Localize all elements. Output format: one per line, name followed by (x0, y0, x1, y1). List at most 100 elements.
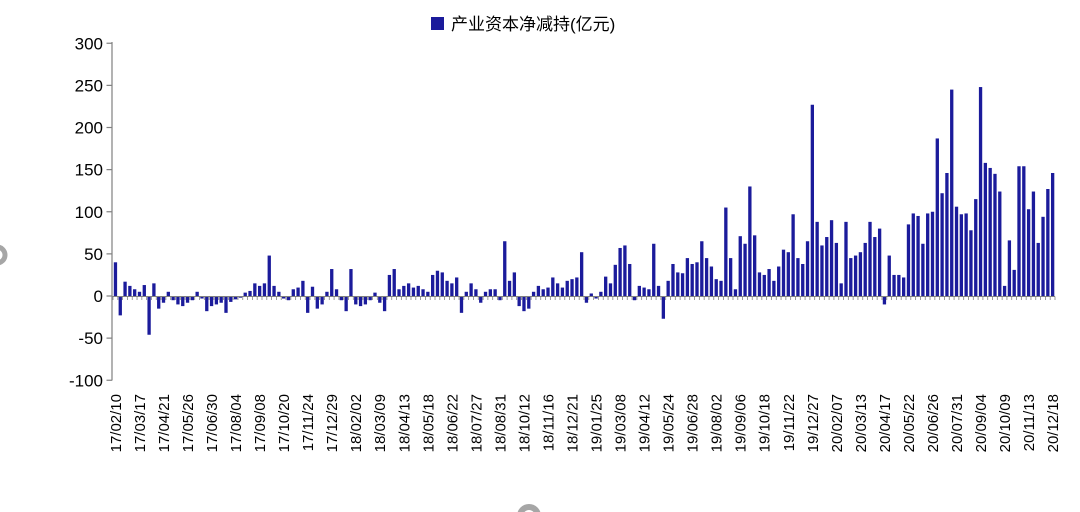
bar (892, 274, 896, 296)
bar (825, 237, 829, 297)
bar (911, 213, 915, 296)
bar (339, 296, 343, 301)
bar (1046, 189, 1050, 296)
x-tick-label: 20/09/04 (973, 394, 990, 452)
x-tick-label: 18/12/21 (564, 394, 581, 452)
bar (161, 296, 166, 303)
y-axis: 300 250 200 150 100 50 0 -50 -100 (69, 34, 113, 390)
bar (368, 296, 372, 301)
x-tick-label: 19/06/28 (685, 394, 702, 452)
x-tick-label: 17/05/26 (180, 394, 197, 452)
bar (637, 285, 641, 296)
bar (704, 258, 709, 296)
x-tick-label: 19/08/02 (709, 394, 726, 452)
bar (344, 296, 348, 312)
bar (464, 291, 468, 296)
bar (517, 296, 521, 307)
bar (469, 283, 473, 296)
bar (406, 283, 411, 296)
bar (767, 269, 771, 296)
bar (349, 269, 353, 296)
bar (700, 241, 704, 296)
bar (974, 199, 978, 296)
bar (181, 296, 185, 307)
y-tick-label: 100 (75, 203, 103, 222)
bar (459, 296, 464, 313)
bar (978, 87, 983, 296)
x-tick-label: 19/12/27 (805, 394, 822, 452)
x-tick-label: 18/06/22 (444, 394, 461, 452)
bar (233, 296, 238, 300)
bar (310, 286, 315, 296)
bar (363, 296, 368, 305)
x-tick-label: 20/06/26 (925, 394, 942, 452)
bar (781, 249, 786, 296)
bar (877, 228, 882, 296)
bar (555, 283, 560, 296)
bar (584, 296, 589, 303)
y-tick-label: -50 (78, 329, 103, 348)
bar (522, 296, 526, 312)
bar (378, 296, 382, 303)
bar (873, 237, 877, 297)
bar (829, 220, 834, 297)
bar (748, 186, 752, 296)
bar (959, 214, 963, 296)
bar (479, 296, 483, 303)
bar (666, 280, 670, 296)
bar (632, 296, 637, 301)
bar (594, 296, 598, 299)
bar (786, 252, 790, 296)
bar (940, 193, 944, 296)
bar (214, 296, 219, 305)
x-tick-label: 20/03/13 (853, 394, 870, 452)
bar (1041, 216, 1045, 297)
bar (157, 296, 161, 309)
x-tick-label: 17/04/21 (156, 394, 173, 452)
x-tick-label: 20/05/22 (901, 394, 918, 452)
bar (267, 255, 271, 296)
x-tick-label: 20/04/17 (877, 394, 894, 452)
x-tick-label: 17/09/08 (252, 394, 269, 452)
bar (426, 291, 430, 296)
bar (219, 296, 223, 303)
x-tick-label: 17/10/20 (276, 394, 293, 452)
x-tick-label: 17/06/30 (204, 394, 221, 452)
bar (551, 277, 555, 296)
bar (483, 291, 488, 296)
bar (272, 285, 276, 296)
bar (118, 296, 122, 316)
bar (306, 296, 310, 313)
bar (1002, 285, 1007, 296)
bar (205, 296, 209, 312)
bar (743, 243, 747, 296)
bar (282, 296, 286, 299)
bar (262, 283, 267, 296)
bar (474, 289, 478, 296)
bar (190, 296, 195, 301)
bar (296, 287, 300, 296)
bar (671, 263, 675, 297)
bar (512, 272, 517, 296)
bar (1026, 209, 1031, 296)
bar (171, 296, 175, 301)
bar (301, 280, 305, 296)
bar (680, 273, 685, 296)
bar (1031, 191, 1036, 296)
bar (589, 293, 593, 296)
bar (450, 283, 454, 296)
bar (315, 296, 319, 309)
bar (757, 272, 762, 296)
bar (445, 280, 449, 296)
watermark-arc-left (0, 244, 8, 266)
bar (392, 269, 396, 296)
bar (435, 270, 440, 297)
x-tick-label: 19/04/12 (637, 394, 654, 452)
bar (531, 291, 536, 296)
bar (128, 285, 132, 296)
bar (358, 296, 363, 307)
bar (964, 213, 968, 296)
bar (1017, 166, 1021, 296)
y-tick-label: 150 (75, 161, 103, 180)
bar (387, 274, 392, 296)
